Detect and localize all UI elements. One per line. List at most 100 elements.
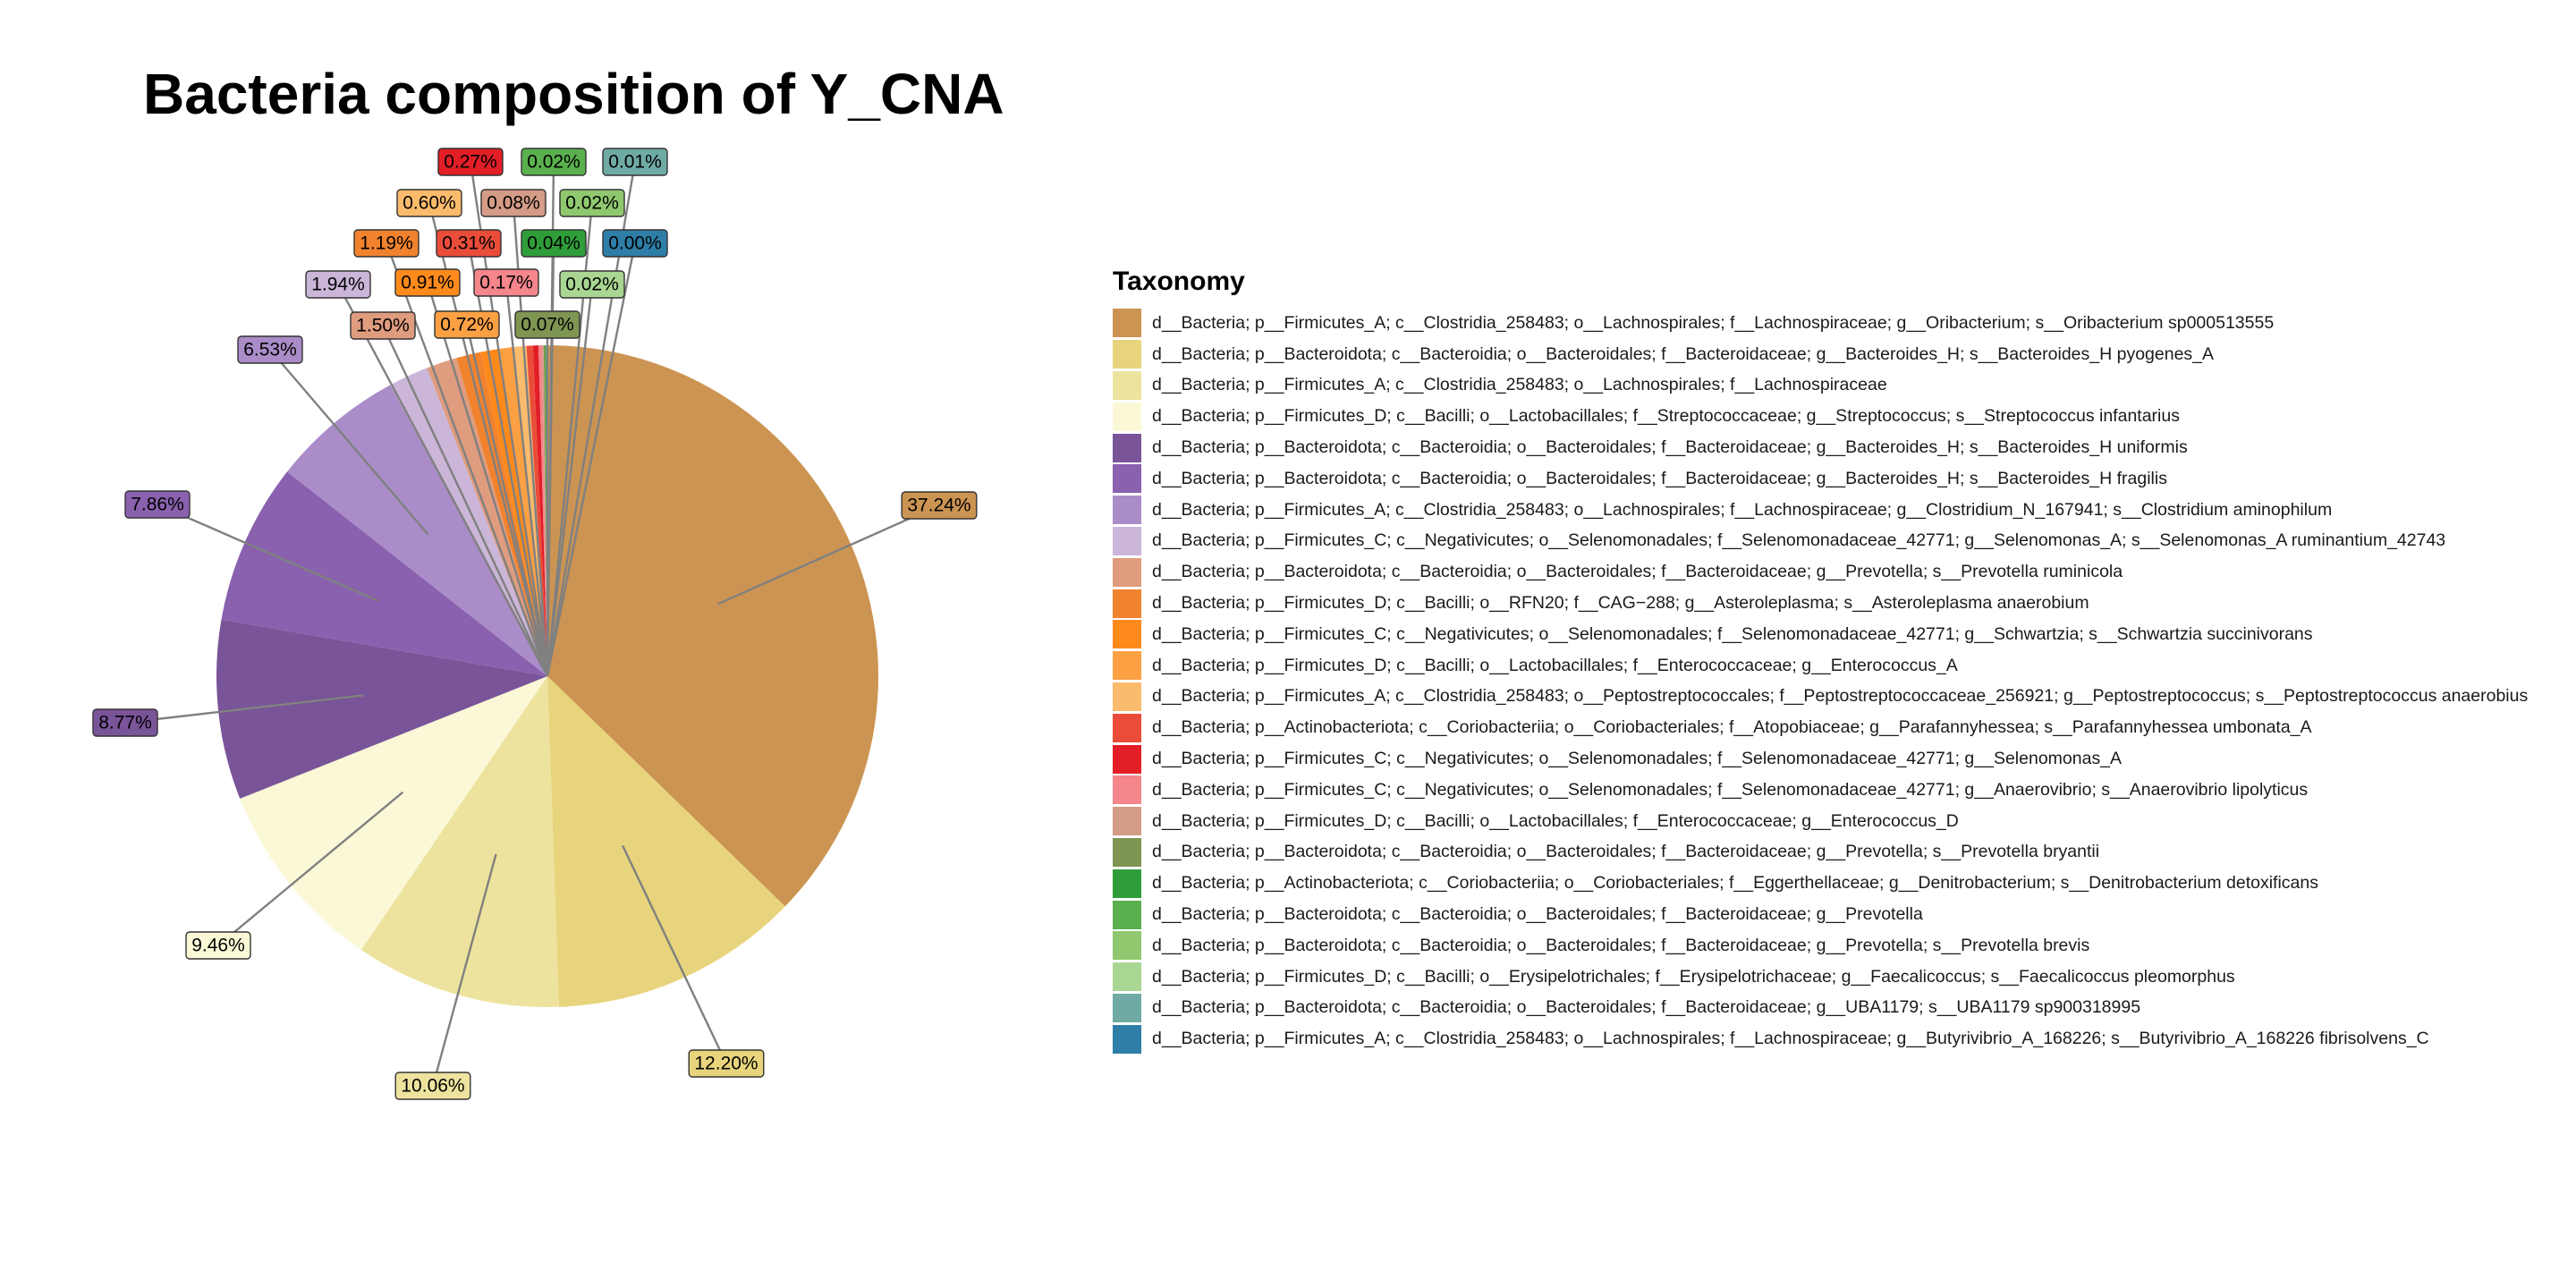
data-label-box (688, 1049, 765, 1078)
data-label: 0.04% (521, 229, 587, 258)
data-label-box (514, 310, 580, 339)
leader-line (431, 853, 497, 1087)
data-label: 8.77% (92, 708, 158, 737)
legend-item: d__Bacteria; p__Firmicutes_C; c__Negativ… (1113, 619, 2528, 650)
data-label: 9.46% (185, 931, 251, 960)
data-label: 0.60% (396, 189, 462, 217)
legend-label: d__Bacteria; p__Firmicutes_C; c__Negativ… (1152, 530, 2446, 551)
pie-slice (541, 345, 547, 676)
data-label: 0.07% (514, 310, 580, 339)
legend-swatch (1113, 900, 1141, 929)
data-label: 1.50% (350, 311, 416, 340)
leader-line (124, 694, 364, 724)
leader-line (546, 284, 594, 677)
legend-title: Taxonomy (1113, 267, 1245, 296)
legend-swatch (1113, 993, 1141, 1022)
legend-item: d__Bacteria; p__Actinobacteriota; c__Cor… (1113, 868, 2528, 899)
legend-item: d__Bacteria; p__Bacteroidota; c__Bactero… (1113, 993, 2528, 1024)
legend-item: d__Bacteria; p__Firmicutes_C; c__Negativ… (1113, 775, 2528, 806)
legend-swatch (1113, 931, 1141, 961)
legend-swatch (1113, 775, 1141, 805)
legend-swatch (1113, 340, 1141, 369)
pie-slice (216, 619, 547, 799)
data-label-text: 0.31% (442, 233, 496, 254)
legend-label: d__Bacteria; p__Firmicutes_D; c__Bacilli… (1152, 593, 2089, 614)
legend-swatch (1113, 744, 1141, 774)
leader-line (217, 791, 404, 946)
legend-swatch (1113, 651, 1141, 681)
leader-line (426, 282, 549, 677)
data-label: 10.06% (394, 1072, 471, 1100)
data-label-box (394, 268, 461, 297)
data-label-text: 8.77% (98, 713, 152, 733)
data-label-text: 0.02% (527, 152, 580, 173)
leader-line (157, 503, 379, 602)
data-label-text: 0.07% (521, 315, 574, 335)
pie-slice (221, 471, 547, 676)
data-label-box (237, 335, 303, 364)
data-label: 1.94% (305, 270, 371, 299)
pie-slice (456, 352, 547, 676)
pie-slice (240, 676, 547, 950)
legend-item: d__Bacteria; p__Bacteroidota; c__Bactero… (1113, 930, 2528, 962)
data-label-box (305, 270, 371, 299)
leader-line (465, 324, 549, 677)
legend-swatch (1113, 682, 1141, 711)
pie-slice (547, 676, 785, 1007)
data-label-text: 10.06% (401, 1076, 464, 1097)
data-label: 0.01% (602, 148, 668, 176)
legend-label: d__Bacteria; p__Firmicutes_D; c__Bacilli… (1152, 810, 1959, 831)
legend-swatch (1113, 464, 1141, 494)
legend-item: d__Bacteria; p__Firmicutes_D; c__Bacilli… (1113, 962, 2528, 993)
leader-line (546, 242, 637, 677)
data-label-text: 0.04% (527, 233, 580, 254)
legend-item: d__Bacteria; p__Firmicutes_A; c__Clostri… (1113, 495, 2528, 526)
legend-label: d__Bacteria; p__Firmicutes_D; c__Bacilli… (1152, 406, 2180, 427)
legend-item: d__Bacteria; p__Firmicutes_D; c__Bacilli… (1113, 650, 2528, 682)
data-label: 6.53% (237, 335, 303, 364)
legend-swatch (1113, 962, 1141, 992)
data-label-box (559, 189, 625, 217)
legend-label: d__Bacteria; p__Firmicutes_A; c__Clostri… (1152, 312, 2275, 333)
legend-swatch (1113, 309, 1141, 338)
leader-lines (124, 161, 940, 1087)
data-label-box (559, 270, 625, 299)
leader-line (504, 282, 549, 677)
data-label: 0.91% (394, 268, 461, 297)
legend-item: d__Bacteria; p__Bacteroidota; c__Bactero… (1113, 837, 2528, 869)
data-label-text: 0.08% (487, 193, 540, 214)
legend-label: d__Bacteria; p__Firmicutes_A; c__Clostri… (1152, 375, 1887, 395)
data-label-text: 7.86% (131, 495, 184, 515)
legend-swatch (1113, 370, 1141, 400)
legend-label: d__Bacteria; p__Actinobacteriota; c__Cor… (1152, 873, 2318, 894)
leader-line (622, 844, 728, 1064)
pie-slice (287, 385, 547, 676)
pie-slice (532, 345, 547, 676)
legend-label: d__Bacteria; p__Firmicutes_D; c__Bacilli… (1152, 655, 1958, 675)
data-label-text: 9.46% (191, 936, 245, 956)
data-label-box (602, 229, 668, 258)
leader-line (269, 349, 429, 536)
data-label: 0.27% (437, 148, 504, 176)
data-label-text: 1.50% (356, 316, 410, 336)
legend-label: d__Bacteria; p__Bacteroidota; c__Bactero… (1152, 997, 2141, 1018)
pie-slice (547, 345, 878, 907)
legend-item: d__Bacteria; p__Firmicutes_A; c__Clostri… (1113, 370, 2528, 402)
data-label-box (434, 310, 500, 339)
legend-label: d__Bacteria; p__Firmicutes_A; c__Clostri… (1152, 686, 2529, 707)
legend-item: d__Bacteria; p__Bacteroidota; c__Bactero… (1113, 432, 2528, 463)
data-label-box (394, 1072, 471, 1100)
data-label: 12.20% (688, 1049, 765, 1078)
data-label-text: 0.01% (608, 152, 662, 173)
legend-swatch (1113, 807, 1141, 836)
legend-item: d__Bacteria; p__Actinobacteriota; c__Cor… (1113, 712, 2528, 743)
legend-item: d__Bacteria; p__Firmicutes_C; c__Negativ… (1113, 743, 2528, 775)
legend-label: d__Bacteria; p__Firmicutes_C; c__Negativ… (1152, 623, 2313, 644)
data-label-box (350, 311, 416, 340)
data-label: 0.02% (559, 270, 625, 299)
data-label: 7.86% (124, 490, 191, 519)
pie-slice (480, 348, 547, 676)
data-label-text: 6.53% (243, 340, 297, 360)
legend-label: d__Bacteria; p__Bacteroidota; c__Bactero… (1152, 935, 2090, 955)
data-label-box (901, 491, 978, 520)
